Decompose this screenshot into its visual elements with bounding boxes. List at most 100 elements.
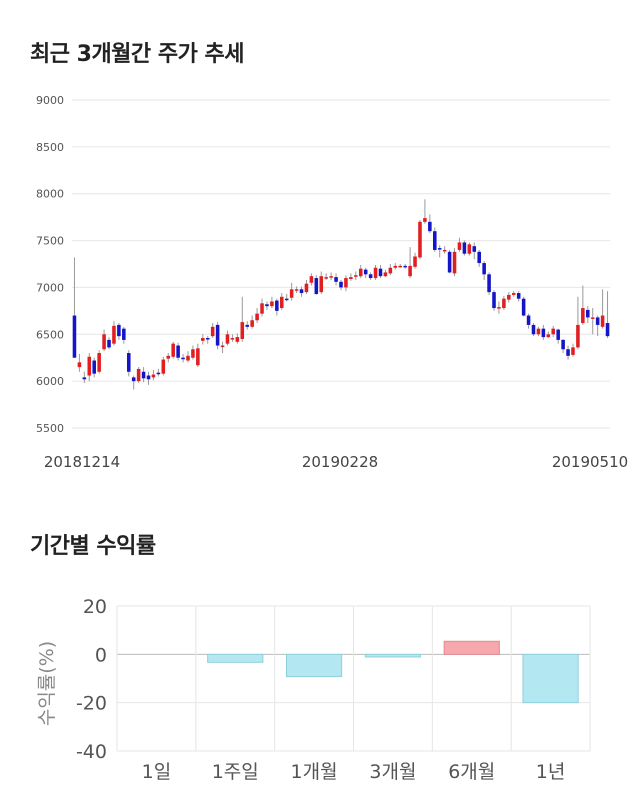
price-y-tick-label: 8500 [36,141,64,154]
price-candle [581,308,585,324]
price-candle [161,359,166,374]
price-candle [131,377,136,382]
return-y-tick-label: -20 [76,693,107,715]
price-candle [117,324,121,337]
price-candle [250,320,254,327]
price-candle [102,334,106,350]
return-bars [207,640,579,704]
price-candle [502,298,506,309]
price-candle [166,355,171,359]
price-candle [284,298,289,301]
price-candle [452,251,457,274]
price-candle [457,242,462,250]
price-candle [511,293,516,295]
price-candle [363,269,368,275]
price-candle [590,317,595,319]
price-candle [344,278,348,288]
price-candle [299,289,304,294]
price-candle [413,256,417,267]
price-candle [447,251,452,273]
price-candle [215,324,220,346]
price-candle [309,276,314,283]
return-grid [116,605,591,752]
price-candle [146,375,151,380]
price-candle [576,324,580,348]
price-candle [324,277,328,279]
price-grid [72,99,610,429]
price-candle [482,263,486,275]
price-candle [82,377,87,380]
return-y-axis: 20 0 -20 -40 [76,596,107,763]
price-candle [136,368,141,382]
price-candle [373,267,378,279]
price-candle [586,309,590,318]
return-y-axis-label: 수익률(%) [36,641,58,726]
price-candle [433,231,437,250]
price-chart-title: 최근 3개월간 주가 추세 [30,42,244,67]
price-y-tick-label: 7000 [36,281,64,294]
price-candle [77,362,82,368]
price-candle [358,268,363,277]
price-candlestick-chart: 5500 6000 6500 7000 7500 8000 8500 9000 2018121… [36,94,628,471]
return-x-tick-label: 6개월 [448,761,495,783]
return-x-tick-label: 1년 [536,761,566,783]
return-chart-title: 기간별 수익률 [30,534,156,559]
price-candle [546,334,551,338]
return-x-tick-label: 1개월 [291,761,338,783]
price-candle [230,338,235,340]
price-candle [378,268,383,277]
return-y-tick-label: 0 [95,644,107,666]
price-candle [418,221,422,258]
price-candle [201,338,205,341]
price-candle [126,353,131,372]
price-candle [260,303,264,314]
price-candle [294,289,299,291]
price-candle [398,265,403,268]
price-candle [156,372,161,375]
price-candle [141,371,146,379]
price-x-axis: 20181214 20190228 20190510 [44,453,628,471]
price-candle [408,265,412,277]
price-y-tick-label: 9000 [36,94,64,107]
price-candle [304,283,309,293]
price-candle [492,292,496,309]
price-candle [107,339,111,348]
price-x-tick-label: 20190228 [302,453,378,471]
price-y-tick-label: 7500 [36,235,64,248]
return-bar [285,653,343,678]
price-candle [87,356,92,376]
return-bar [207,653,264,663]
return-bar [443,640,500,655]
price-candle [354,275,358,277]
return-bar [364,653,422,658]
price-candle [275,300,279,311]
price-candle [191,349,195,358]
price-candle [97,353,101,372]
price-candle [112,325,116,344]
price-candle [265,304,269,307]
price-candle [235,337,240,342]
price-candle [176,345,180,358]
price-candle [605,323,610,337]
price-y-tick-label: 6000 [36,375,64,388]
price-candle [541,328,546,338]
price-candle [220,345,225,348]
price-candle [551,328,556,335]
price-candle [516,293,521,299]
price-candle [319,276,324,293]
price-candle [368,274,373,279]
price-candle [289,289,294,298]
price-candle [467,244,472,254]
price-candle [329,276,333,278]
price-candle [423,218,427,222]
price-candle [561,339,565,350]
price-candle [595,317,600,325]
price-candle [442,249,447,252]
price-candle [388,267,393,274]
price-candle [497,307,501,309]
price-candles [72,199,610,390]
price-candle [334,277,338,282]
price-candle [181,357,185,360]
price-candle [536,328,541,335]
price-candle [151,374,156,378]
